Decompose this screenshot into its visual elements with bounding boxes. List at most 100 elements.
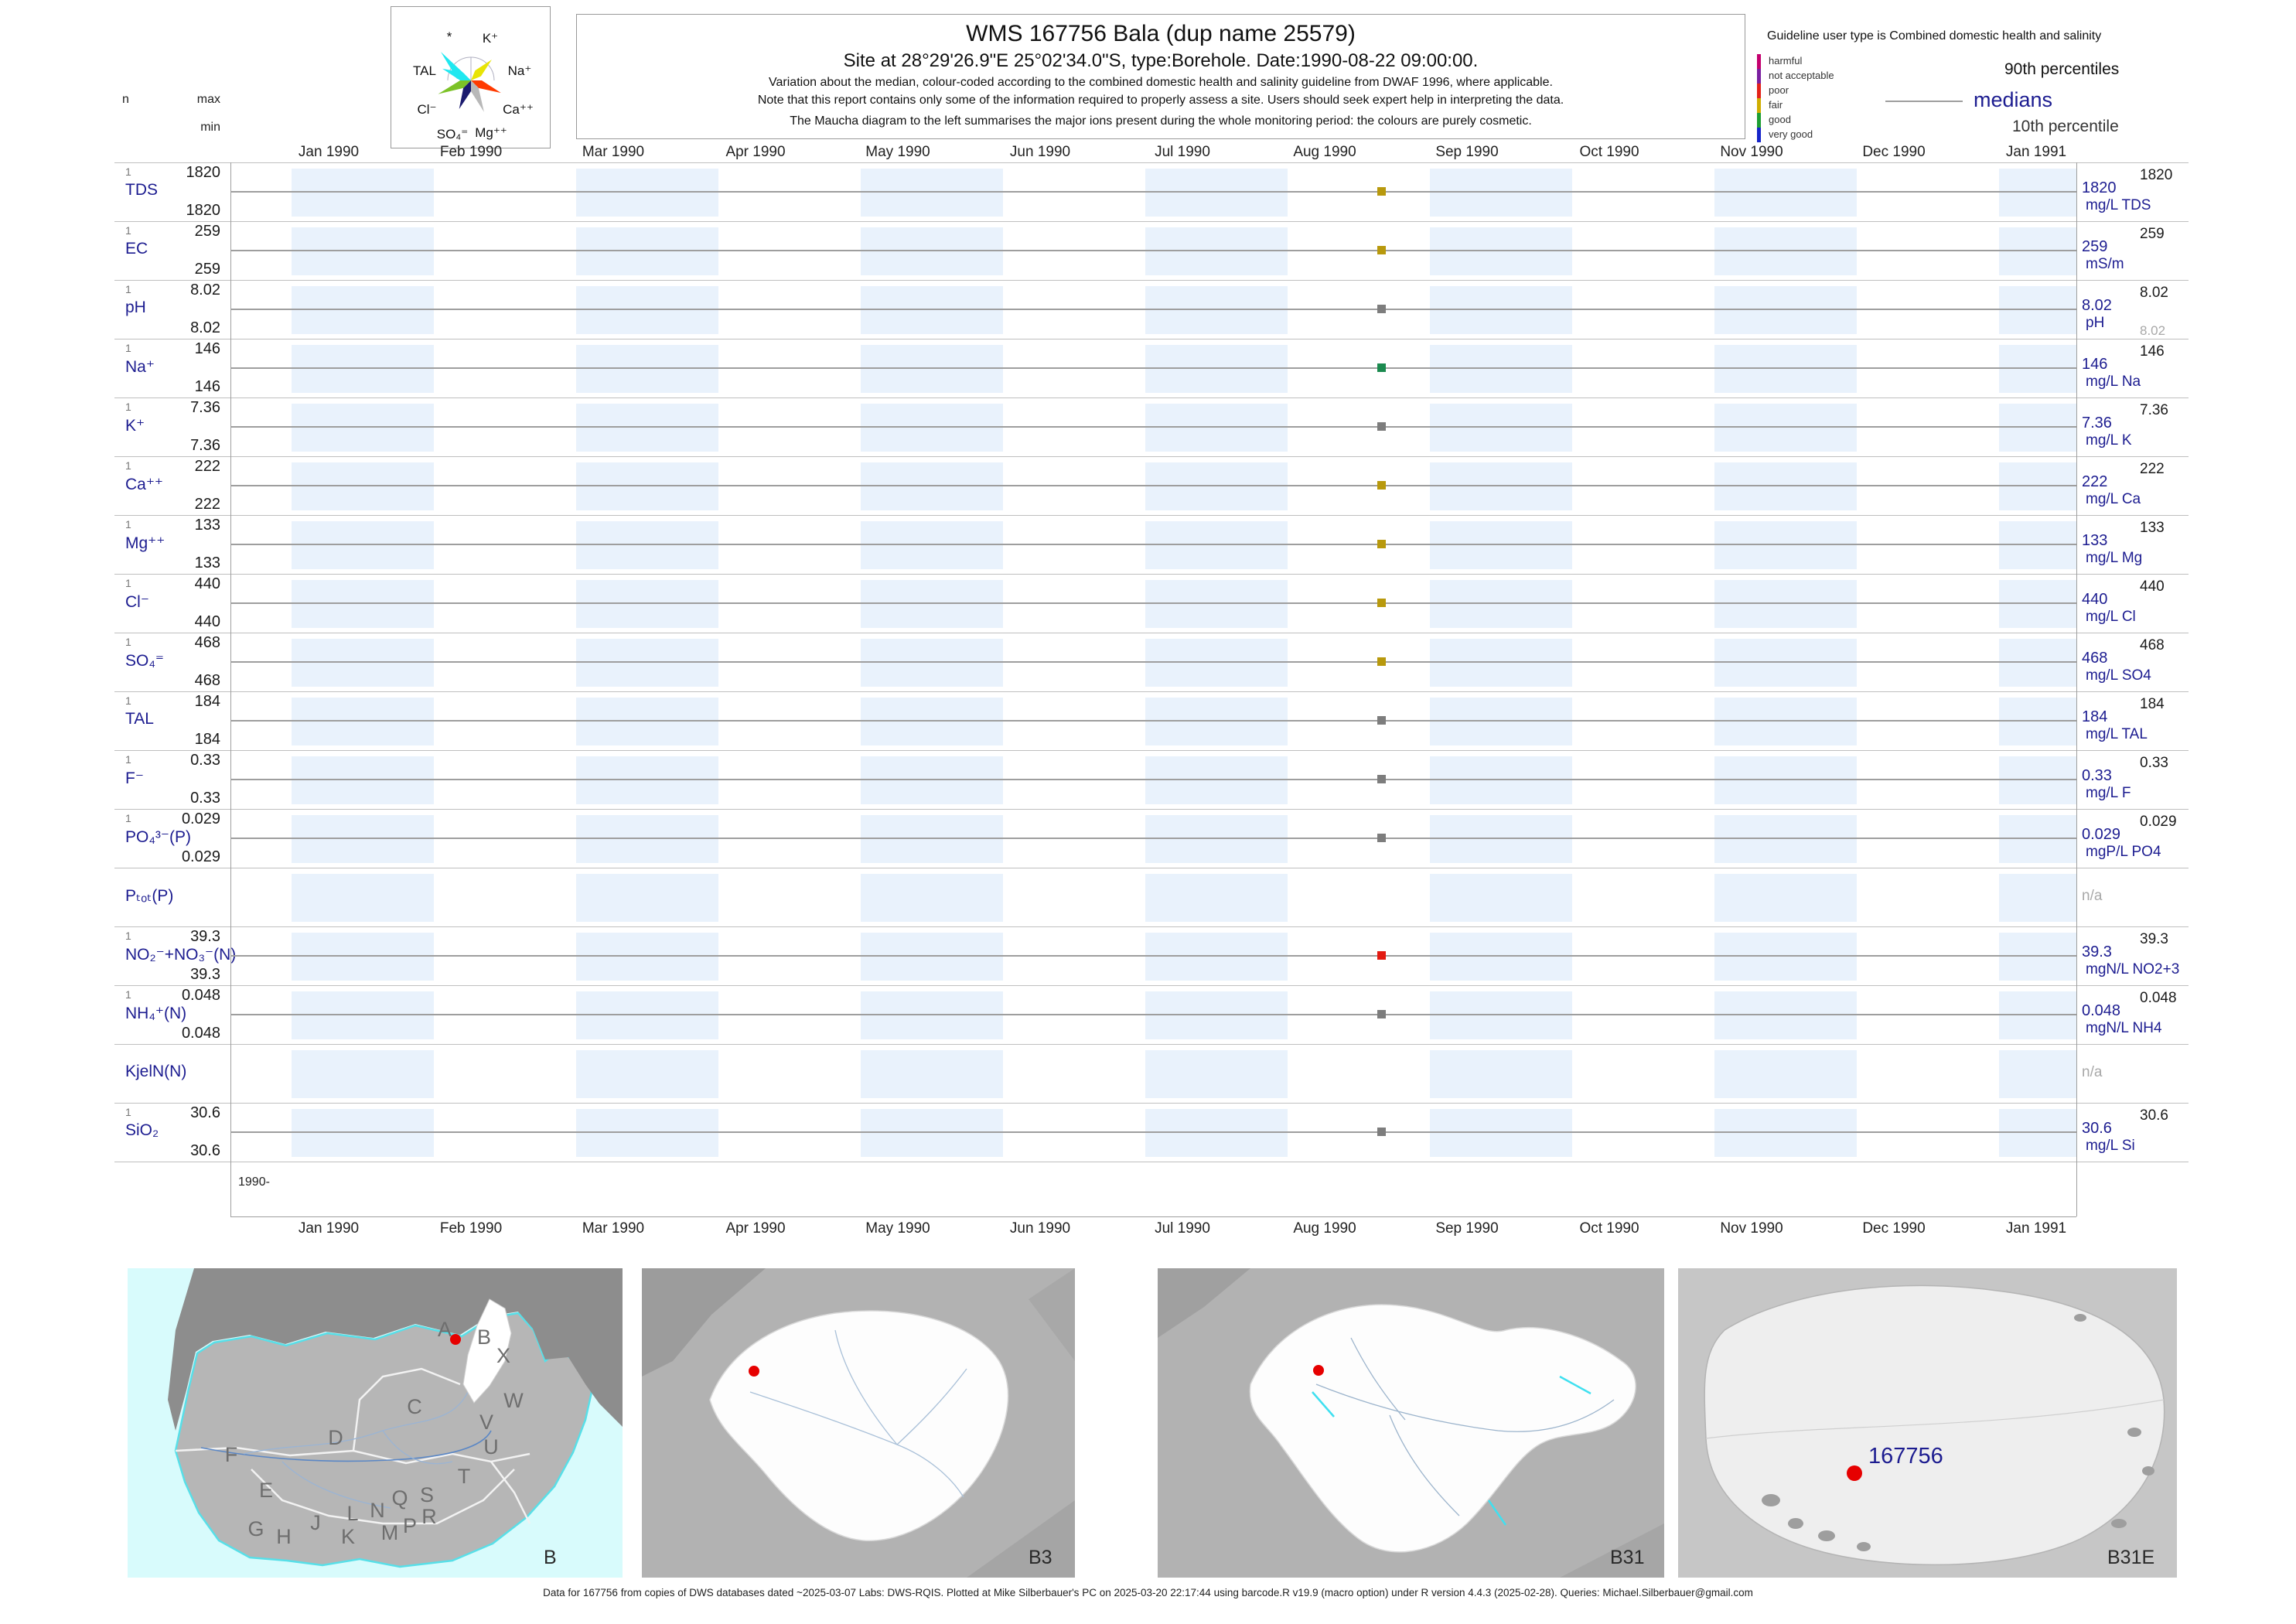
month-band xyxy=(1430,991,1572,1039)
median-value: 1820 xyxy=(2082,179,2117,196)
param-label: SO₄⁼ xyxy=(125,652,164,670)
footer-caption: Data for 167756 from copies of DWS datab… xyxy=(543,1587,1753,1598)
median-value: 7.36 xyxy=(2082,415,2112,432)
month-label-top: Nov 1990 xyxy=(1720,144,1783,160)
param-label: Mg⁺⁺ xyxy=(125,534,165,552)
median-line xyxy=(230,720,2076,722)
maucha-wedge-mg xyxy=(471,80,484,112)
title-box: WMS 167756 Bala (dup name 25579) Site at… xyxy=(576,14,1745,139)
median-value: 440 xyxy=(2082,591,2108,608)
row-separator xyxy=(114,691,2189,692)
p90-value: 39.3 xyxy=(2140,931,2168,947)
unit-label: mg/L F xyxy=(2086,785,2131,801)
max-value: 30.6 xyxy=(190,1104,220,1121)
quality-scale-label: not acceptable xyxy=(1769,70,1834,81)
month-band xyxy=(1430,756,1572,804)
river xyxy=(749,1391,964,1498)
site-marker xyxy=(749,1366,759,1377)
river xyxy=(1389,1414,1460,1517)
map-blob xyxy=(2142,1466,2154,1476)
month-band xyxy=(1999,404,2076,452)
note-disclaimer: Note that this report contains only some… xyxy=(757,94,1564,107)
month-band xyxy=(1145,462,1288,510)
param-label: NO₂⁻+NO₃⁻(N) xyxy=(125,946,237,964)
na-value: n/a xyxy=(2082,888,2103,904)
unit-label: mg/L SO4 xyxy=(2086,667,2151,684)
max-value: 222 xyxy=(194,458,220,475)
month-band xyxy=(292,639,434,687)
month-band xyxy=(1714,933,1857,981)
maucha-wedge-so4 xyxy=(459,80,471,109)
row-separator xyxy=(114,162,2189,163)
month-band xyxy=(861,639,1003,687)
p90-value: 1820 xyxy=(2140,167,2173,183)
month-band xyxy=(292,1050,434,1098)
month-band xyxy=(1999,286,2076,334)
row-separator xyxy=(114,397,2189,398)
min-value: 7.36 xyxy=(190,437,220,454)
map-blob xyxy=(1818,1530,1835,1541)
month-band xyxy=(1430,227,1572,275)
sample-count: 1 xyxy=(125,518,131,531)
adjacent-region xyxy=(1560,1523,1664,1578)
map-drainage-B31E: 167756 B31E xyxy=(1678,1268,2177,1578)
month-band xyxy=(292,698,434,745)
month-label-top: Aug 1990 xyxy=(1293,144,1356,160)
month-band xyxy=(292,1109,434,1157)
month-band xyxy=(1145,580,1288,628)
sample-dot xyxy=(1377,305,1386,313)
month-band xyxy=(292,345,434,393)
river xyxy=(834,1329,898,1445)
sample-dot xyxy=(1377,716,1386,725)
row-separator xyxy=(114,456,2189,457)
row-separator xyxy=(114,515,2189,516)
month-label-bottom: Feb 1990 xyxy=(439,1220,503,1237)
month-band xyxy=(1430,462,1572,510)
unit-label: mg/L Si xyxy=(2086,1138,2135,1154)
month-band xyxy=(576,756,718,804)
map-drainage-B3: B3 xyxy=(642,1268,1075,1578)
month-band xyxy=(1430,933,1572,981)
month-band xyxy=(576,991,718,1039)
map-panel-quaternary: 167756 B31E xyxy=(1678,1268,2177,1578)
param-row-so4: 1 468 SO₄⁼ 468 468 468 mg/L SO4 xyxy=(114,633,2189,691)
median-value: 30.6 xyxy=(2082,1120,2112,1137)
sample-dot xyxy=(1377,1128,1386,1136)
month-band xyxy=(1999,462,2076,510)
p90-value: 0.048 xyxy=(2140,990,2177,1006)
month-band xyxy=(861,286,1003,334)
param-row-po4: 1 0.029 PO₄³⁻(P) 0.029 0.029 0.029 mgP/L PO4 xyxy=(114,809,2189,868)
month-band xyxy=(292,874,434,922)
month-band xyxy=(292,933,434,981)
month-band xyxy=(292,991,434,1039)
sample-count: 1 xyxy=(125,930,131,942)
month-band xyxy=(1999,580,2076,628)
median-value: 133 xyxy=(2082,532,2108,549)
unit-label: mgP/L PO4 xyxy=(2086,844,2161,860)
param-row-mg: 1 133 Mg⁺⁺ 133 133 133 mg/L Mg xyxy=(114,515,2189,574)
year-axis-label: 1990- xyxy=(238,1175,270,1189)
neighbour-countries xyxy=(168,1268,623,1431)
river xyxy=(243,1391,469,1455)
min-value: 440 xyxy=(194,613,220,630)
month-band xyxy=(292,169,434,217)
row-separator xyxy=(114,1103,2189,1104)
month-band xyxy=(861,1109,1003,1157)
param-row-k: 1 7.36 K⁺ 7.36 7.36 7.36 mg/L K xyxy=(114,397,2189,456)
row-separator xyxy=(114,750,2189,751)
sample-count: 1 xyxy=(125,812,131,824)
sample-dot xyxy=(1377,187,1386,196)
month-band xyxy=(1999,756,2076,804)
p90-value: 133 xyxy=(2140,520,2165,536)
param-label: Pₜₒₜ(P) xyxy=(125,887,174,905)
stream-highlight xyxy=(1487,1499,1507,1526)
month-label-bottom: Jul 1990 xyxy=(1155,1220,1210,1237)
month-band xyxy=(1145,991,1288,1039)
col-header-max: max xyxy=(196,93,220,106)
median-value: 222 xyxy=(2082,473,2108,490)
median-value: 8.02 xyxy=(2082,297,2112,314)
chart-right-border xyxy=(2076,162,2077,1216)
min-value: 259 xyxy=(194,261,220,278)
month-band xyxy=(1714,756,1857,804)
